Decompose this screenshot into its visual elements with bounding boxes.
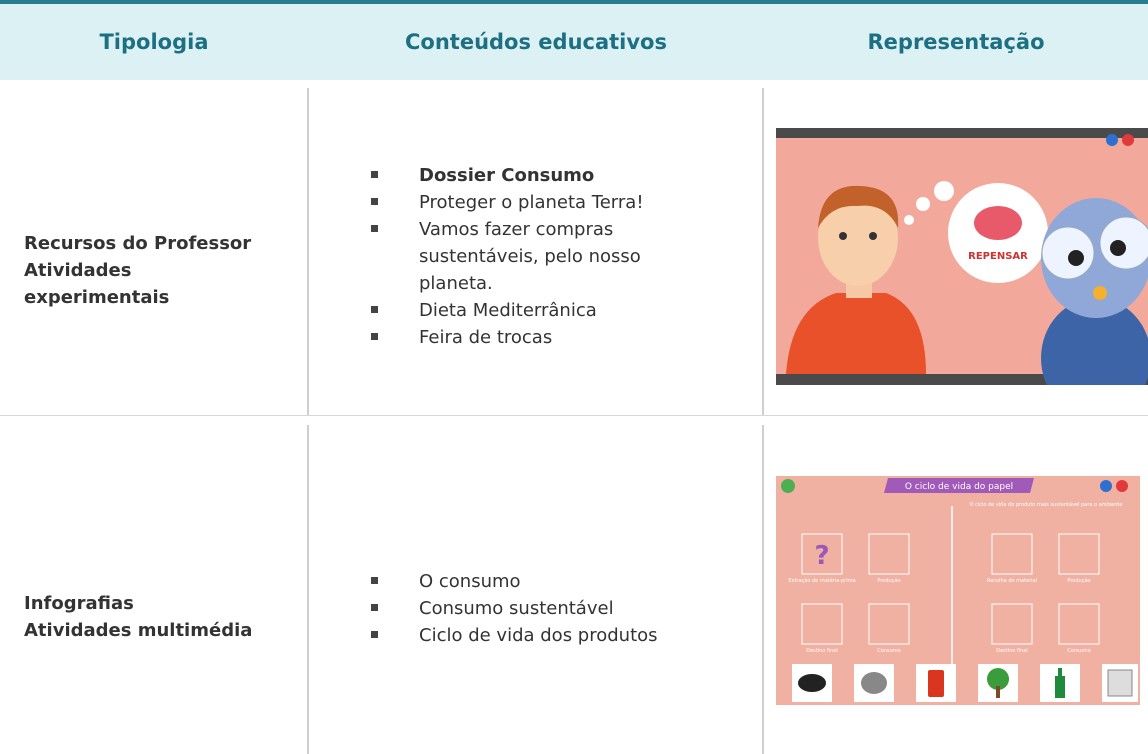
box-label: Consumo xyxy=(877,648,900,654)
top-border xyxy=(0,0,1148,4)
fly-body xyxy=(1041,298,1148,385)
fly-nose xyxy=(1093,286,1107,300)
typology: Recursos do Professor Atividades experim… xyxy=(24,230,251,311)
fly-eye xyxy=(1041,226,1095,280)
list-item: Ciclo de vida dos produtos xyxy=(371,622,658,649)
box-label: Recolha do material xyxy=(987,578,1037,584)
column-divider xyxy=(762,88,764,415)
thought-dot xyxy=(934,181,954,201)
boxes xyxy=(801,533,1100,645)
image-subtitle: O ciclo de vida do produto mais sustentá… xyxy=(970,501,1123,508)
header-cell: Tipologia xyxy=(99,30,209,54)
title-banner xyxy=(884,478,1034,493)
typology-line: Atividades multimédia xyxy=(24,620,253,641)
image-label: REPENSAR xyxy=(968,251,1028,262)
box-label: Consumo xyxy=(1067,648,1090,654)
column-divider xyxy=(307,88,309,415)
list-item: Dieta Mediterrânica xyxy=(371,297,644,324)
typology: Infografias Atividades multimédia xyxy=(24,590,252,644)
box-label: Destino final xyxy=(806,648,837,654)
list-item: Feira de trocas xyxy=(371,324,644,351)
list-item: Proteger o planeta Terra! xyxy=(371,189,644,216)
column-divider xyxy=(762,425,764,754)
header-bg xyxy=(0,4,1148,80)
content-list: O consumo Consumo sustentável Ciclo de v… xyxy=(371,568,658,649)
image-bar xyxy=(776,128,1148,138)
column-divider xyxy=(307,425,309,754)
close-icon xyxy=(1116,480,1128,492)
items xyxy=(792,664,1138,702)
image-bar xyxy=(776,374,1148,385)
header-cell: Conteúdos educativos xyxy=(405,30,667,54)
thought-dot xyxy=(904,215,914,225)
list-item: sustentáveis, pelo nosso xyxy=(419,246,641,267)
header-cell: Representação xyxy=(867,30,1045,54)
sound-icon xyxy=(1106,134,1118,146)
boy-hair xyxy=(818,185,899,228)
content-list: Dossier Consumo Proteger o planeta Terra… xyxy=(371,162,644,351)
sound-icon xyxy=(1100,480,1112,492)
box-label: Extração de matéria-prima xyxy=(788,577,855,584)
row-divider xyxy=(0,415,1148,416)
typology-line: Recursos do Professor xyxy=(24,233,252,254)
fly-pupil xyxy=(1068,250,1084,266)
question-mark: ? xyxy=(814,541,829,571)
boy-face xyxy=(818,190,898,286)
representation-image: O ciclo de vida do papel O ciclo de vida… xyxy=(776,476,1140,705)
list-item: Consumo sustentável xyxy=(371,595,658,622)
brain xyxy=(974,206,1022,240)
representation-image: REPENSAR xyxy=(776,128,1148,385)
back-icon xyxy=(781,479,795,493)
list-item: Vamos fazer compras xyxy=(371,216,644,243)
boy-body xyxy=(786,293,926,374)
list-item: Dossier Consumo xyxy=(371,162,644,189)
boy-eye xyxy=(839,232,847,240)
typology-line: Atividades xyxy=(24,260,132,281)
list-item: O consumo xyxy=(371,568,658,595)
list-item: planeta. xyxy=(419,273,493,294)
boy-eye xyxy=(869,232,877,240)
thought-dot xyxy=(916,197,930,211)
typology-line: Infografias xyxy=(24,593,134,614)
box-label: Destino final xyxy=(996,648,1027,654)
box-label: Produção xyxy=(877,578,900,584)
box-label: Produção xyxy=(1067,578,1090,584)
close-icon xyxy=(1122,134,1134,146)
image-title: O ciclo de vida do papel xyxy=(905,482,1013,492)
typology-line: experimentais xyxy=(24,287,170,308)
fly-pupil xyxy=(1110,240,1126,256)
